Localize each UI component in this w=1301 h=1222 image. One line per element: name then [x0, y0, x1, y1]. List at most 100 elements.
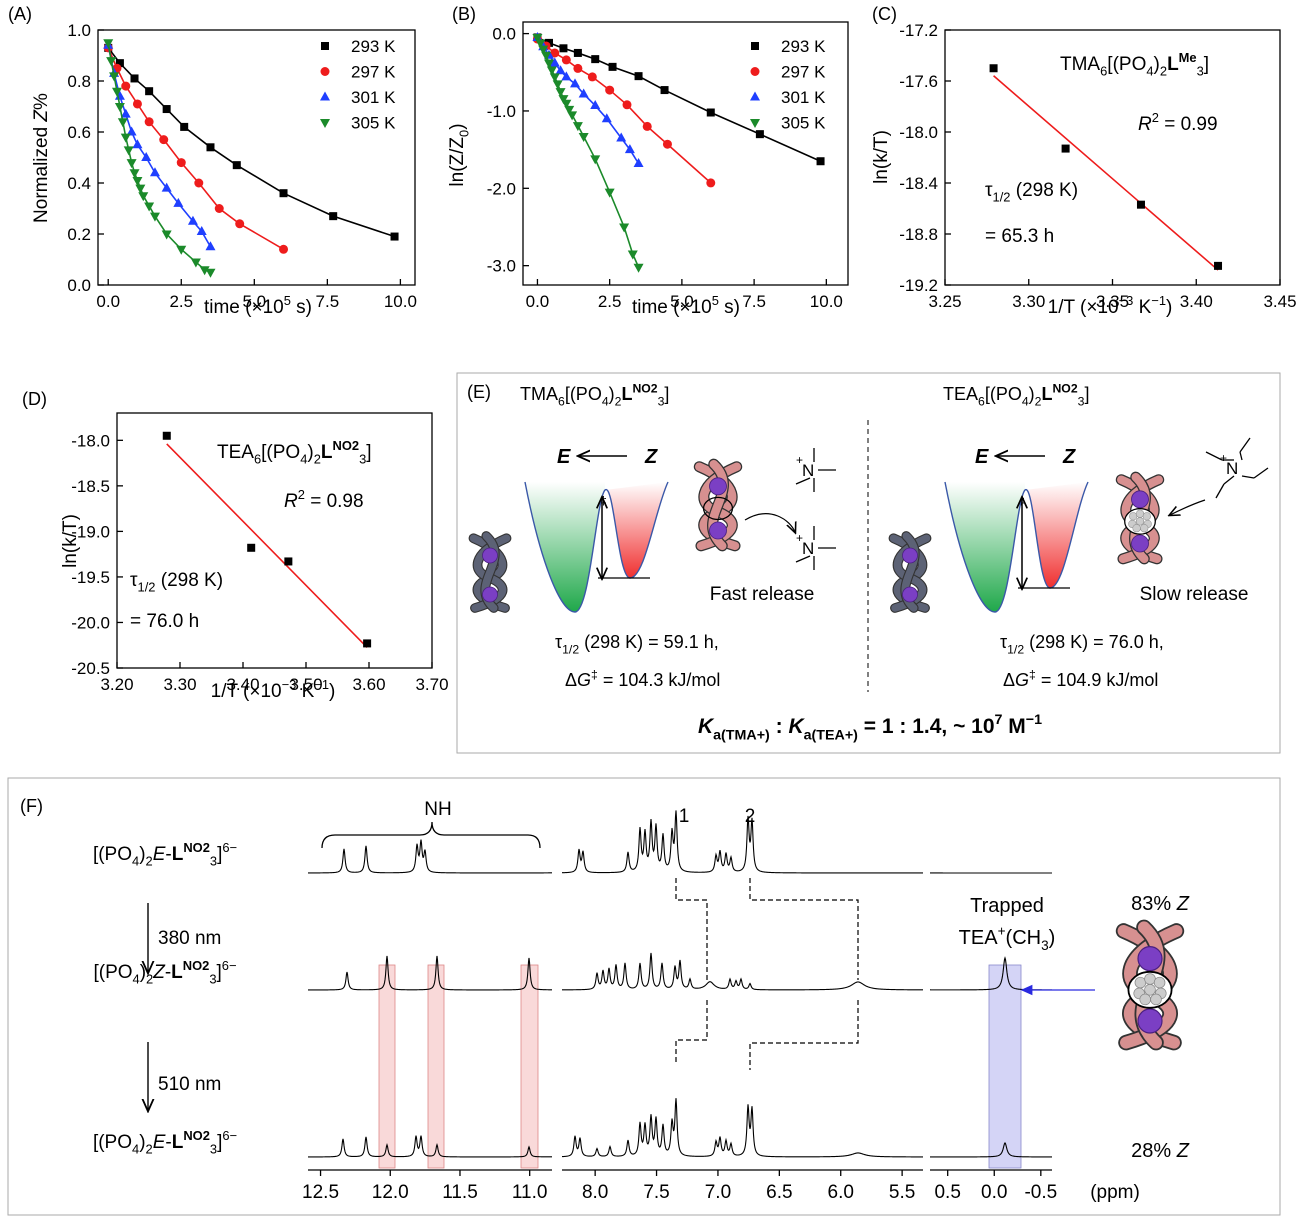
marker: [587, 72, 597, 82]
text-part: TEA: [217, 442, 254, 463]
energy-curve: [524, 481, 669, 613]
brace: [321, 821, 541, 849]
highlight-guest: [988, 964, 1022, 1169]
cation-charge: +: [1220, 451, 1227, 465]
text-part: NO2: [183, 958, 210, 973]
marker: [590, 100, 601, 110]
well-right: [605, 482, 668, 578]
text-part: Normalized: [31, 122, 52, 223]
text-part: [(PO: [1107, 54, 1146, 75]
text-part: L: [321, 442, 333, 463]
text-part: Z: [1176, 1140, 1190, 1162]
marker: [751, 42, 759, 50]
anion: [902, 547, 918, 564]
text-part: [(PO: [565, 384, 602, 404]
text-part: 1/2: [562, 642, 579, 656]
marker: [135, 184, 146, 194]
text-part: 5: [284, 293, 291, 308]
marker: [214, 204, 224, 213]
label: 3.40: [226, 675, 259, 694]
bond: [795, 555, 811, 563]
text-part: Z: [152, 962, 166, 983]
rich-text: R2 = 0.98: [284, 487, 364, 512]
marker: [750, 67, 760, 76]
marker: [115, 59, 124, 68]
bond: [1215, 483, 1225, 499]
label: -20.5: [71, 659, 110, 678]
label: -0.5: [1024, 1182, 1057, 1203]
label: 1.0: [67, 21, 91, 40]
anion: [482, 586, 498, 603]
text-part: 4: [1022, 394, 1029, 408]
cation-n: N: [802, 461, 814, 480]
label: 8.0: [582, 1182, 608, 1203]
label: 10.0: [810, 292, 843, 311]
text-part: G: [1015, 670, 1029, 690]
text-part: 2: [146, 972, 153, 987]
marker: [561, 71, 572, 81]
text-part: K: [788, 715, 805, 738]
text-part: %: [31, 93, 52, 110]
panel-e-frame: [456, 372, 1281, 754]
label: 3.60: [352, 675, 385, 694]
bond: [1253, 467, 1269, 479]
text-part: ): [1029, 384, 1035, 404]
text-part: −3: [1119, 293, 1134, 308]
bond: [1223, 475, 1235, 485]
label: 12.5: [302, 1182, 339, 1203]
highlight: [427, 964, 445, 1169]
marker: [578, 88, 589, 98]
label: 2.5: [598, 292, 622, 311]
label: -18.5: [71, 477, 110, 496]
marker: [627, 250, 638, 260]
spectrum: [308, 839, 553, 874]
guest-atom: [1135, 517, 1145, 526]
marker: [546, 66, 557, 76]
marker: [173, 197, 184, 207]
marker: [162, 105, 171, 114]
text-part: Z: [1176, 893, 1190, 915]
text-part: Δ: [565, 670, 577, 690]
rich-text: 28% Z: [1131, 1140, 1190, 1162]
text-part: (CH: [1006, 927, 1042, 949]
marker: [660, 86, 669, 95]
marker: [561, 55, 571, 65]
text-part: 4: [132, 1142, 139, 1157]
text-part: = 1 : 1.4, ~ 10: [858, 715, 995, 738]
label: 5.0: [670, 292, 694, 311]
text-part: ): [139, 1132, 145, 1153]
marker: [149, 212, 160, 222]
spectrum: [561, 810, 923, 874]
marker: [161, 230, 172, 240]
text-part: -: [165, 1132, 171, 1153]
text-part: Me: [1179, 50, 1197, 65]
label: 0.0: [492, 25, 516, 44]
text-part: K: [1133, 297, 1151, 318]
text-part: (298 K) = 76.0 h,: [1024, 632, 1164, 652]
marker: [159, 135, 169, 145]
text-part: NO2: [183, 840, 210, 855]
label: 3.45: [1263, 292, 1296, 311]
text-part: τ: [130, 570, 138, 591]
marker: [279, 244, 289, 254]
marker: [532, 33, 543, 43]
text-part: = 0.99: [1159, 114, 1218, 135]
label: -20.0: [71, 613, 110, 632]
text-part: 2: [298, 487, 305, 502]
label: 5.5: [889, 1182, 915, 1203]
label: -19.0: [71, 522, 110, 541]
guest-atom: [1135, 509, 1145, 518]
anion: [482, 547, 498, 564]
cation-n: N: [1226, 459, 1238, 478]
marker: [196, 225, 207, 235]
text-part: ]: [217, 844, 222, 865]
marker: [1136, 200, 1145, 209]
text-part: R: [1138, 114, 1152, 135]
marker: [141, 152, 152, 161]
marker: [106, 57, 117, 67]
label: 0.0: [526, 292, 550, 311]
marker: [120, 133, 131, 143]
text-part: 2: [615, 394, 622, 408]
marker: [544, 59, 554, 69]
state-e: E: [975, 446, 989, 468]
